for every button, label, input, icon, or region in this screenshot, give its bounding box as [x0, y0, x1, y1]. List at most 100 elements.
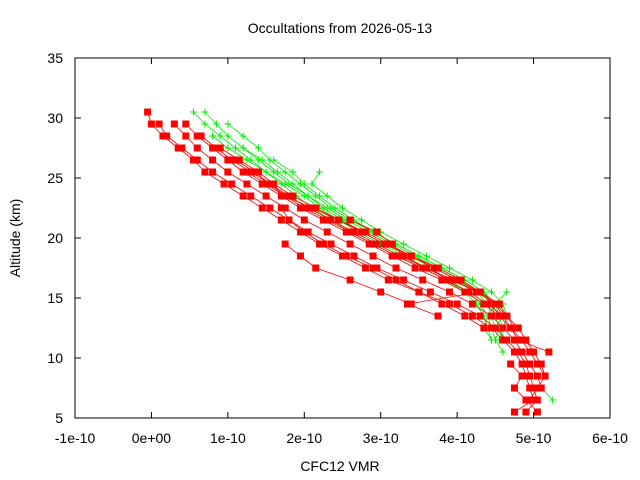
data-point-square [457, 276, 465, 284]
data-point-square [247, 168, 255, 176]
data-point-square [251, 168, 259, 176]
data-point-square [384, 240, 392, 248]
data-point-square [266, 180, 274, 188]
data-point-square [526, 384, 534, 392]
data-point-plus [289, 168, 297, 176]
data-point-plus [499, 348, 507, 356]
data-points [144, 108, 557, 416]
data-point-square [472, 288, 480, 296]
data-point-square [346, 216, 354, 224]
data-point-square [319, 240, 327, 248]
data-point-plus [339, 204, 346, 212]
data-point-square [476, 312, 484, 320]
data-point-square [281, 192, 289, 200]
data-point-square [277, 192, 285, 200]
data-point-square [495, 312, 503, 320]
x-tick-label: 0e+00 [132, 430, 172, 446]
data-point-square [373, 264, 381, 272]
data-point-plus [446, 264, 453, 272]
data-point-square [209, 144, 217, 152]
data-point-square [254, 168, 262, 176]
data-point-square [537, 384, 545, 392]
data-point-square [510, 324, 518, 332]
data-point-square [518, 348, 526, 356]
data-point-square [369, 240, 377, 248]
data-point-square [300, 204, 308, 212]
data-point-square [212, 144, 220, 152]
data-point-plus [488, 288, 496, 296]
data-point-square [403, 300, 411, 308]
data-point-square [289, 192, 297, 200]
y-tick-label: 15 [47, 290, 63, 306]
data-point-square [232, 156, 239, 164]
data-point-square [228, 180, 236, 188]
data-point-square [358, 228, 366, 236]
data-point-plus [358, 216, 366, 224]
data-point-plus [468, 276, 476, 284]
data-point-plus [201, 108, 209, 116]
data-point-square [346, 228, 354, 236]
data-point-square [323, 228, 331, 236]
data-point-plus [503, 288, 511, 296]
data-point-square [258, 204, 266, 212]
data-point-square [281, 204, 289, 212]
data-point-square [170, 120, 178, 128]
data-point-square [277, 204, 285, 212]
data-point-square [541, 372, 549, 380]
data-point-square [530, 384, 538, 392]
data-point-square [144, 108, 152, 116]
data-point-square [461, 312, 469, 320]
data-point-square [300, 216, 308, 224]
data-point-square [434, 264, 442, 272]
data-point-square [526, 372, 534, 380]
data-point-square [335, 216, 343, 224]
data-point-square [300, 228, 308, 236]
x-tick-label: 5e-10 [516, 430, 552, 446]
data-point-square [342, 228, 350, 236]
data-point-plus [270, 156, 278, 164]
data-point-square [476, 288, 484, 296]
data-point-square [228, 156, 236, 164]
data-point-square [239, 192, 247, 200]
data-point-square [510, 336, 518, 344]
data-point-square [346, 276, 354, 284]
data-point-square [510, 348, 518, 356]
data-point-square [407, 300, 415, 308]
data-point-square [193, 156, 201, 164]
data-point-square [189, 156, 197, 164]
data-point-square [491, 300, 499, 308]
data-point-plus [262, 168, 270, 176]
profile-line [193, 111, 496, 341]
data-point-square [369, 252, 377, 260]
data-point-square [247, 192, 255, 200]
data-point-square [484, 300, 492, 308]
data-point-square [220, 180, 228, 188]
data-point-plus [423, 252, 431, 260]
data-point-square [423, 264, 431, 272]
data-point-plus [488, 336, 496, 344]
data-point-plus [224, 144, 232, 152]
data-point-square [415, 288, 423, 296]
data-point-square [507, 360, 515, 368]
data-point-plus [289, 180, 297, 188]
data-point-plus [239, 144, 247, 152]
data-point-square [235, 156, 243, 164]
data-point-square [488, 312, 496, 320]
data-point-square [296, 252, 304, 260]
data-point-square [446, 300, 453, 308]
data-point-square [312, 264, 320, 272]
data-point-square [446, 276, 453, 284]
data-point-square [491, 324, 499, 332]
data-point-square [365, 240, 373, 248]
data-point-plus [274, 168, 282, 176]
x-axis-label: CFC12 VMR [300, 458, 379, 474]
data-point-square [285, 216, 293, 224]
data-point-square [361, 264, 369, 272]
data-point-square [530, 348, 538, 356]
data-point-square [201, 168, 209, 176]
data-point-square [304, 204, 312, 212]
data-point-square [438, 300, 446, 308]
data-point-square [209, 168, 217, 176]
data-point-square [438, 276, 446, 284]
